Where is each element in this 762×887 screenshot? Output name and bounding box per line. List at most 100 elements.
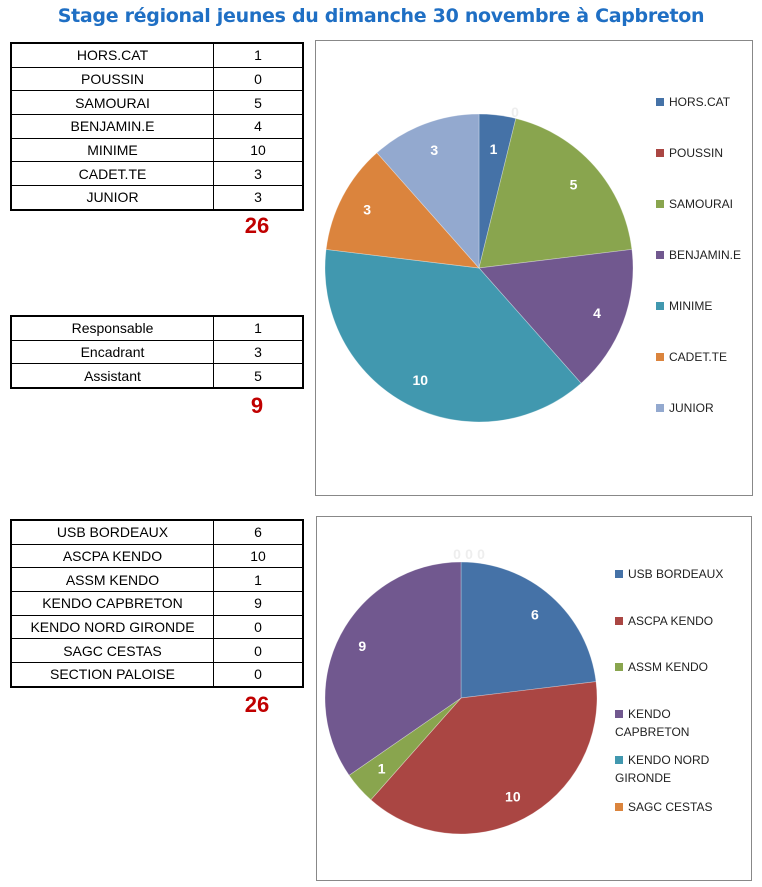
data-label: 3 <box>363 201 371 217</box>
data-label: 10 <box>505 789 521 805</box>
legend-swatch <box>615 570 623 578</box>
legend-swatch <box>656 251 664 259</box>
table-row: POUSSIN 0 <box>10 66 304 92</box>
table-row: ASCPA KENDO 10 <box>10 543 304 569</box>
legend-label: KENDO NORD GIRONDE <box>615 753 710 785</box>
legend-swatch <box>615 756 623 764</box>
pie-slice-benjamin-e <box>478 249 634 384</box>
legend-item: ASCPA KENDO <box>615 612 740 630</box>
table-row: KENDO NORD GIRONDE 0 <box>10 614 304 640</box>
data-label: 0 <box>511 104 519 120</box>
cell-value: 0 <box>213 614 304 640</box>
cell-label: KENDO CAPBRETON <box>10 591 214 616</box>
cell-label: ASSM KENDO <box>10 567 214 593</box>
staff-total: 9 <box>250 393 264 418</box>
table-row: SECTION PALOISE 0 <box>10 662 304 688</box>
cell-value: 9 <box>213 591 304 616</box>
table-row: Responsable 1 <box>10 315 304 341</box>
legend-item: SAMOURAI <box>656 195 733 213</box>
table-row: HORS.CAT 1 <box>10 42 304 68</box>
club-total: 26 <box>244 692 270 717</box>
legend-label: HORS.CAT <box>669 95 731 109</box>
legend-item: MINIME <box>656 297 712 315</box>
pie-slice-kendo-capbreton <box>324 561 462 776</box>
pie-slice-ascpa-kendo <box>370 681 598 835</box>
legend-item: ASSM KENDO <box>615 658 740 676</box>
category-total: 26 <box>244 213 270 238</box>
cell-label: KENDO NORD GIRONDE <box>10 614 214 640</box>
cell-value: 10 <box>213 543 304 569</box>
legend-item: JUNIOR <box>656 399 714 417</box>
legend-swatch <box>615 802 623 811</box>
cell-label: SAGC CESTAS <box>10 638 214 664</box>
legend-swatch <box>656 98 664 106</box>
legend-item: KENDO CAPBRETON <box>615 705 740 741</box>
legend-swatch <box>615 709 623 718</box>
club-pie-chart: 6 10 1 9 0 0 0 USB BORDEAUX ASCPA KENDO ASSM KEND… <box>316 516 752 881</box>
legend-item: BENJAMIN.E <box>656 246 741 264</box>
data-label: 0 <box>465 546 473 562</box>
cell-value: 3 <box>213 339 304 365</box>
legend-label: CADET.TE <box>669 350 728 364</box>
legend-item: CADET.TE <box>656 348 727 366</box>
legend-swatch <box>656 302 664 310</box>
legend-item: HORS.CAT <box>656 93 730 111</box>
cell-value: 1 <box>213 42 304 68</box>
cell-value: 3 <box>213 161 304 187</box>
legend-label: MINIME <box>669 299 713 313</box>
cell-label: CADET.TE <box>10 161 214 187</box>
cell-label: SECTION PALOISE <box>10 662 214 688</box>
legend-label: SAGC CESTAS <box>628 799 713 814</box>
table-row: KENDO CAPBRETON 9 <box>10 591 304 616</box>
cell-value: 1 <box>213 315 304 341</box>
table-row: SAMOURAI 5 <box>10 90 304 116</box>
legend-label: USB BORDEAUX <box>628 567 724 581</box>
data-label: 3 <box>430 142 438 158</box>
cell-value: 5 <box>213 90 304 116</box>
legend-label: ASCPA KENDO <box>628 613 714 628</box>
cell-label: ASCPA KENDO <box>10 543 214 569</box>
cell-label: MINIME <box>10 137 214 163</box>
legend-item: SAGC CESTAS <box>615 798 740 816</box>
cell-value: 3 <box>213 185 304 211</box>
legend-item: KENDO NORD GIRONDE <box>615 751 740 787</box>
cell-value: 4 <box>213 114 304 139</box>
legend-swatch <box>656 404 664 412</box>
category-pie-chart: 1 0 5 4 10 3 3 HORS.CAT POUSSIN SAMOURAI BENJAMIN.… <box>315 40 753 496</box>
pie-slice-usb-bordeaux <box>460 561 597 699</box>
table-row: USB BORDEAUX 6 <box>10 519 304 545</box>
legend-swatch <box>615 616 623 625</box>
data-label: 9 <box>358 638 366 654</box>
pie-slice-junior <box>376 113 480 269</box>
table-row: JUNIOR 3 <box>10 185 304 211</box>
pie-slice-samourai <box>478 118 633 269</box>
cell-label: Responsable <box>10 315 214 341</box>
legend-label: ASSM KENDO <box>628 660 709 674</box>
legend-swatch <box>656 353 664 361</box>
legend-swatch <box>656 149 664 157</box>
table-row: SAGC CESTAS 0 <box>10 638 304 664</box>
cell-value: 5 <box>213 363 304 389</box>
table-row: Encadrant 3 <box>10 339 304 365</box>
legend-label: SAMOURAI <box>669 197 734 211</box>
data-label: 1 <box>490 141 498 157</box>
table-row: CADET.TE 3 <box>10 161 304 187</box>
legend-label: BENJAMIN.E <box>669 248 742 262</box>
legend-label: POUSSIN <box>669 146 724 160</box>
pie-slice-minime <box>324 249 582 423</box>
table-row: BENJAMIN.E 4 <box>10 114 304 139</box>
cell-label: Assistant <box>10 363 214 389</box>
cell-label: HORS.CAT <box>10 42 214 68</box>
cell-label: POUSSIN <box>10 66 214 92</box>
cell-value: 1 <box>213 567 304 593</box>
table-row: MINIME 10 <box>10 137 304 163</box>
data-label: 5 <box>570 176 578 192</box>
data-label: 1 <box>378 760 386 776</box>
data-label: 4 <box>593 305 601 321</box>
pie-slice-assm-kendo <box>348 697 462 801</box>
club-table: USB BORDEAUX 6 ASCPA KENDO 10 ASSM KENDO 1 KEN… <box>10 519 304 688</box>
legend-item: USB BORDEAUX <box>615 565 740 583</box>
pie-slice-cadet-te <box>325 152 480 269</box>
cell-label: SAMOURAI <box>10 90 214 116</box>
table-row: ASSM KENDO 1 <box>10 567 304 593</box>
